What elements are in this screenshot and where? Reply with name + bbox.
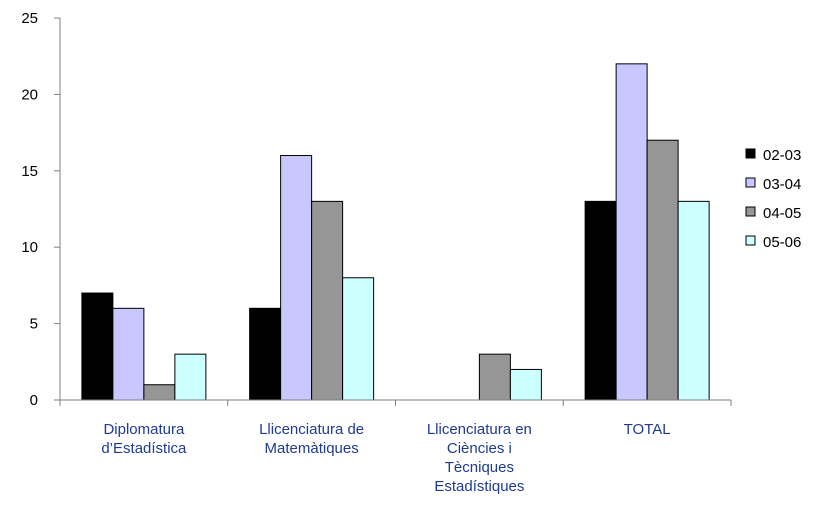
bar-02-03-cat-1 (249, 307, 282, 401)
bar-04-05-cat-0 (143, 384, 176, 401)
x-category-label: TOTAL (624, 421, 671, 438)
y-tick-label: 10 (21, 239, 38, 256)
y-axis: 0 5 10 15 20 25 (21, 10, 61, 409)
bar-04-05-cat-1 (311, 200, 344, 401)
legend-label-02-03: 02-03 (763, 147, 801, 164)
bar-03-04-cat-1 (280, 155, 313, 401)
bar-05-06-cat-3 (677, 200, 710, 401)
legend-label-05-06: 05-06 (763, 234, 801, 251)
y-tick-label: 5 (30, 316, 38, 333)
bar-02-03-cat-0 (81, 292, 114, 401)
legend-swatch-04-05 (745, 206, 756, 217)
y-tick-label: 20 (21, 86, 38, 103)
legend-swatch-02-03 (745, 148, 756, 159)
bar-05-06-cat-0 (174, 353, 207, 401)
bar-04-05-cat-2 (478, 353, 511, 401)
y-tick-label: 15 (21, 163, 38, 180)
bars-group (81, 63, 710, 401)
legend-label-03-04: 03-04 (763, 176, 801, 193)
x-category-label: Diplomatura d’Estadística (101, 421, 187, 457)
y-tick-label: 0 (30, 392, 38, 409)
x-category-label: Llicenciatura de Matemàtiques (259, 421, 364, 457)
legend-swatch-03-04 (745, 177, 756, 188)
bar-04-05-cat-3 (646, 139, 679, 401)
bar-02-03-cat-3 (584, 200, 617, 401)
bar-03-04-cat-0 (112, 307, 145, 401)
x-category-label: Llicenciatura en Ciències i Tècniques Estad… (427, 421, 532, 495)
bar-03-04-cat-3 (615, 63, 648, 401)
legend-swatch-05-06 (745, 235, 756, 246)
x-axis: Diplomatura d’Estadística Llicenciatura de… (59, 399, 732, 495)
bar-05-06-cat-2 (509, 368, 542, 401)
legend: 02-03 03-04 04-05 05-06 (745, 147, 801, 251)
legend-label-04-05: 04-05 (763, 205, 801, 222)
bar-05-06-cat-1 (342, 277, 375, 401)
y-tick-label: 25 (21, 10, 38, 27)
